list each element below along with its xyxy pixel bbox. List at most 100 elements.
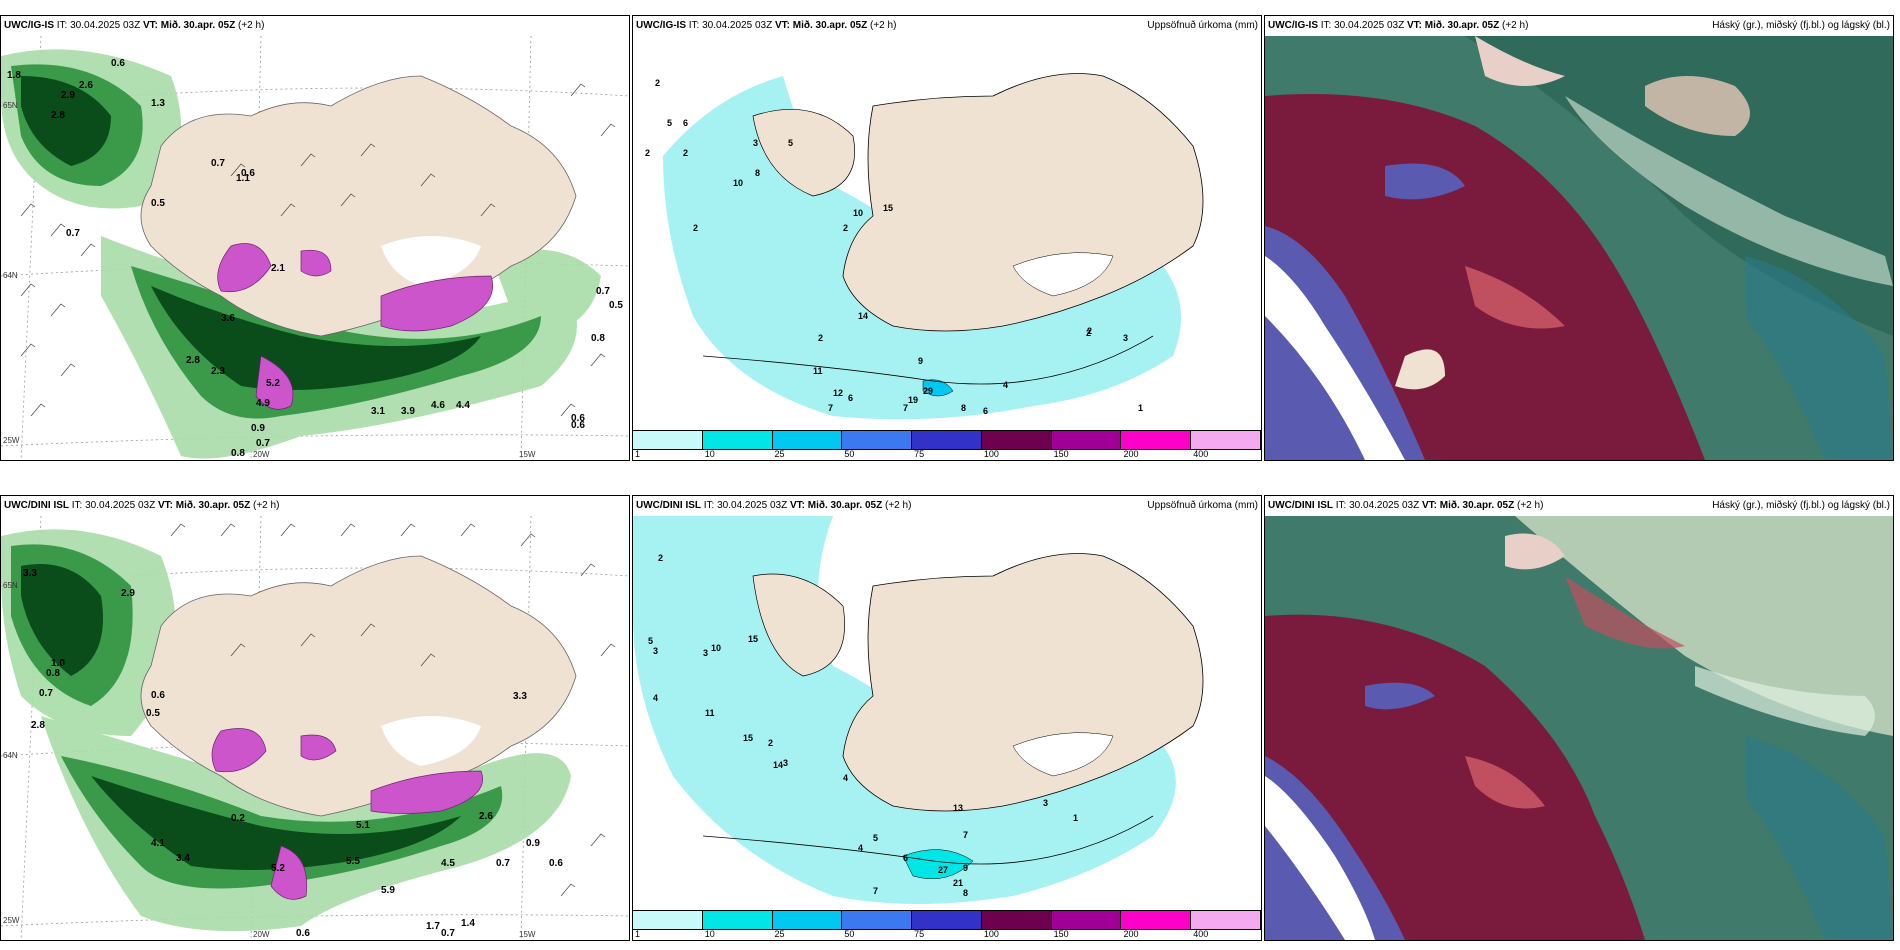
panel-header: UWC/DINI ISL IT: 30.04.2025 03Z VT: Mið.…: [1, 496, 629, 516]
legend-swatch: [633, 431, 703, 449]
map-value-label: 13: [953, 803, 963, 813]
map-value-label: 0.9: [251, 423, 265, 434]
map-value-label: 14: [773, 760, 783, 770]
map-value-label: 1.1: [236, 173, 250, 184]
map-value-label: 0.8: [231, 448, 245, 459]
map-value-label: 14: [858, 311, 868, 321]
cloud-map: [1265, 516, 1893, 940]
map-value-label: 2: [645, 148, 650, 158]
legend-tick: 10: [704, 449, 715, 459]
map-value-label: 4: [1003, 380, 1008, 390]
map-value-label: 0.7: [596, 286, 610, 297]
map-value-label: 0.7: [256, 438, 270, 449]
map-value-label: 3.3: [23, 568, 37, 579]
map-value-label: 7: [903, 403, 908, 413]
map-value-label: 27: [938, 865, 948, 875]
map-value-label: 2: [1087, 326, 1092, 336]
map-value-label: 1: [1138, 403, 1143, 413]
map-value-label: 2.6: [79, 80, 93, 91]
map-value-label: 10: [853, 208, 863, 218]
legend-swatch: [633, 911, 703, 929]
lon-label: 15W: [519, 450, 536, 459]
map-value-label: 4.9: [256, 398, 270, 409]
map-value-label: 4.5: [441, 858, 455, 869]
map-value-label: 0.5: [146, 708, 160, 719]
map-value-label: 3: [783, 758, 788, 768]
legend-tick: 25: [774, 929, 785, 939]
map-value-label: 0.6: [111, 58, 125, 69]
lat-label: 64N: [3, 751, 18, 760]
lon-label: 15W: [519, 930, 536, 939]
map-value-label: 0.6: [151, 690, 165, 701]
map-value-label: 9: [963, 863, 968, 873]
map-value-label: 12: [833, 388, 843, 398]
lat-label: 25W: [3, 916, 20, 925]
map-value-label: 6: [903, 853, 908, 863]
legend-swatch: [981, 431, 1052, 449]
map-value-label: 0.7: [66, 228, 80, 239]
legend-tick: 150: [1053, 929, 1069, 939]
panel-title: Uppsöfnuð úrkoma (mm): [1147, 20, 1258, 31]
panel-cloud-top: UWC/IG-IS IT: 30.04.2025 03Z VT: Mið. 30…: [1264, 15, 1894, 461]
map-value-label: 0.8: [591, 333, 605, 344]
map-value-label: 0.2: [231, 813, 245, 824]
map-value-label: 2: [658, 553, 663, 563]
map-value-label: 2.8: [186, 355, 200, 366]
lat-label: 25W: [3, 436, 20, 445]
map-value-label: 1.4: [461, 918, 475, 929]
map-value-label: 3: [703, 648, 708, 658]
map-value-label: 29: [923, 386, 933, 396]
legend-tick: 100: [983, 449, 999, 459]
legend-tick: 200: [1123, 929, 1139, 939]
legend-tick: 400: [1193, 929, 1209, 939]
map-value-label: 1.0: [51, 658, 65, 669]
map-value-label: 3: [1043, 798, 1048, 808]
map-value-label: 1.8: [7, 70, 21, 81]
map-value-label: 2: [818, 333, 823, 343]
legend-tick: 75: [914, 449, 925, 459]
map-value-label: 1: [1073, 813, 1078, 823]
legend-tick: 10: [704, 929, 715, 939]
panel-title: Háský (gr.), miðský (fj.bl.) og lágský (…: [1712, 500, 1890, 511]
panel-header: UWC/IG-IS IT: 30.04.2025 03Z VT: Mið. 30…: [633, 16, 1261, 36]
map-value-label: 7: [873, 886, 878, 896]
legend-swatch: [772, 911, 843, 929]
legend-tick: 75: [914, 929, 925, 939]
panel-wind-top: UWC/IG-IS IT: 30.04.2025 03Z VT: Mið. 30…: [0, 15, 630, 461]
map-value-label: 3.6: [221, 313, 235, 324]
map-value-label: 5.2: [266, 378, 280, 389]
legend-tick: 50: [844, 449, 855, 459]
map-value-label: 10: [711, 643, 721, 653]
map-value-label: 8: [961, 403, 966, 413]
map-value-label: 2.9: [61, 90, 75, 101]
map-value-label: 7: [828, 403, 833, 413]
legend-swatch: [842, 911, 913, 929]
map-value-label: 2: [655, 78, 660, 88]
map-value-label: 4.1: [151, 838, 165, 849]
map-value-label: 21: [953, 878, 963, 888]
legend-swatch: [912, 911, 982, 929]
map-value-label: 2: [1086, 328, 1091, 338]
map-value-label: 0.6: [296, 928, 310, 939]
map-value-label: 15: [748, 634, 758, 644]
map-value-label: 2: [768, 738, 773, 748]
map-value-label: 10: [733, 178, 743, 188]
map-value-label: 7: [963, 830, 968, 840]
map-value-label: 0.6: [571, 413, 585, 424]
map-value-label: 0.5: [151, 198, 165, 209]
legend-tick: 400: [1193, 449, 1209, 459]
map-value-label: 2.8: [51, 110, 65, 121]
legend-swatch: [842, 431, 913, 449]
map-value-label: 8: [963, 888, 968, 898]
map-value-label: 4: [843, 773, 848, 783]
map-value-label: 5: [873, 833, 878, 843]
map-value-label: 0.6: [549, 858, 563, 869]
map-value-label: 1.7: [426, 921, 440, 932]
map-value-label: 2: [693, 223, 698, 233]
panel-header: UWC/IG-IS IT: 30.04.2025 03Z VT: Mið. 30…: [1, 16, 629, 36]
map-value-label: 5: [648, 636, 653, 646]
panel-title: Uppsöfnuð úrkoma (mm): [1147, 500, 1258, 511]
legend-swatch: [702, 911, 773, 929]
map-value-label: 8: [755, 168, 760, 178]
